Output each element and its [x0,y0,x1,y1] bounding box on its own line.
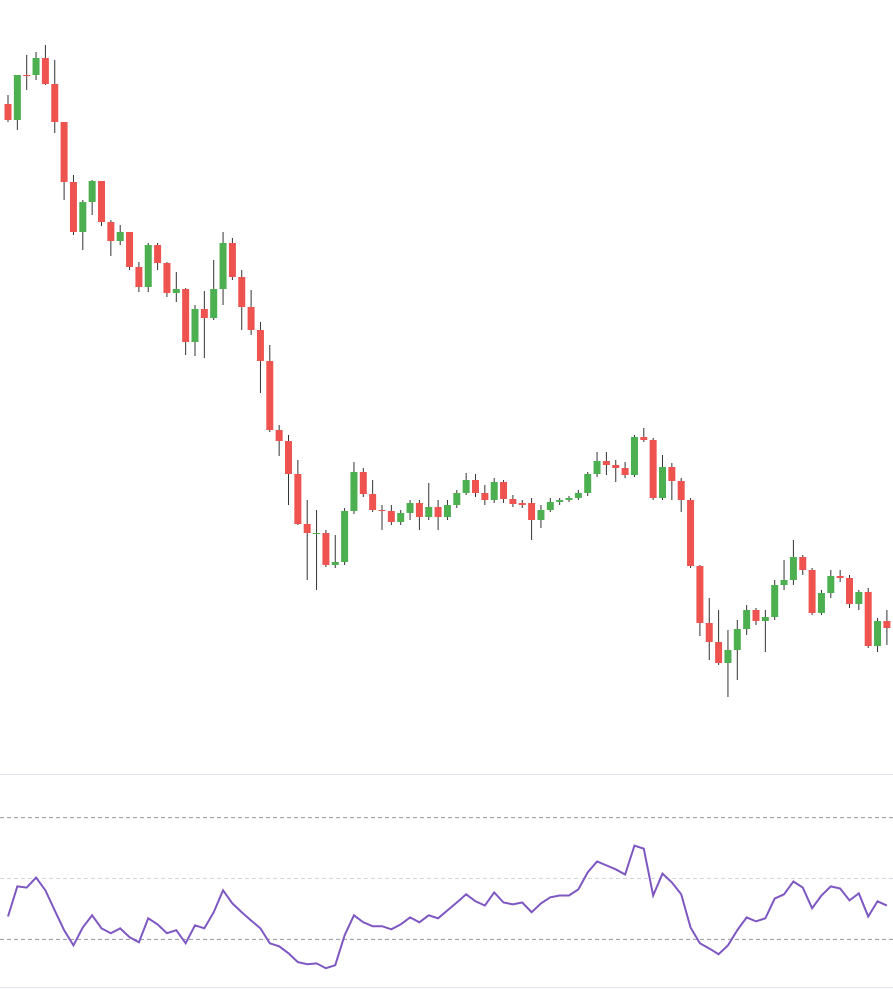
candle-body [191,309,199,342]
candle-body [481,493,489,500]
candle-body [874,621,882,646]
candle-body [172,289,180,293]
candle-body [565,498,573,500]
candle-body [846,578,853,604]
candle-body [705,623,713,642]
candle-body [135,267,143,287]
candle-body [855,592,863,604]
candle-body [696,566,704,623]
rsi-line [7,844,888,970]
candle-body [359,472,367,494]
candle-body [546,502,554,510]
candle-body [518,503,526,505]
candle-body [743,610,751,629]
candle-body [219,243,227,289]
candle-body [537,510,545,520]
candle-body [369,494,377,510]
candle-body [789,557,797,580]
candle-body [154,245,162,263]
candle-body [378,510,386,511]
candle-body [228,243,236,277]
candle-body [528,503,536,520]
candle-body [836,576,844,578]
candle-body [79,202,87,232]
candle-body [13,75,21,120]
candle-body [453,493,461,505]
candle-body [200,309,208,318]
candle-body [715,642,723,663]
candle-body [163,263,171,293]
candle-body [827,576,835,593]
candle-body [303,524,311,533]
candle-body [602,461,610,465]
candle-body [23,75,31,76]
candle-body [256,330,264,361]
candle-body [733,629,741,650]
candle-body [771,585,779,617]
candle-body [864,592,872,646]
candle-body [425,507,433,517]
candle-body [275,430,283,441]
candle-body [687,500,695,566]
candle-body [443,505,451,517]
candle-body [649,440,657,498]
candle-body [490,482,498,500]
candle-body [4,104,12,120]
candle-body [210,289,218,318]
candle-body [668,467,676,481]
candle-body [238,277,246,307]
candle-body [294,474,302,524]
candle-body [322,533,330,565]
candle-body [817,593,825,613]
candle-body [88,181,96,202]
candle-body [406,503,414,513]
candle-body [116,232,124,241]
candle-body [266,361,274,430]
candle-body [397,513,405,522]
candle-body [584,474,592,493]
candle-body [808,570,816,613]
candle-body [630,437,638,475]
candle-body [387,511,395,522]
candle-body [472,480,479,493]
candle-body [752,610,760,621]
candle-body [32,58,40,75]
candle-body [556,500,564,502]
candle-body [883,621,891,628]
candle-body [724,650,732,663]
candle-body [126,232,134,267]
candle-body [350,472,358,511]
candle-body [247,307,255,330]
candle-body [51,84,59,122]
candle-body [144,245,152,287]
candle-body [761,617,769,621]
candle-body [509,499,517,504]
candle-body [780,580,788,585]
candle-body [60,122,68,182]
candle-body [574,493,582,498]
candle-body [593,461,601,474]
candle-body [640,437,648,440]
candle-body [331,562,339,565]
candle-body [799,557,807,570]
candle-body [41,58,49,84]
candle-body [621,468,629,475]
candle-body [659,467,666,498]
candle-body [285,441,292,474]
candle-body [313,533,321,534]
candle-body [182,289,190,342]
candle-body [98,181,105,222]
candle-body [612,465,620,468]
candle-body [462,480,470,493]
candle-body [500,482,508,499]
candle-body [434,507,442,517]
candle-body [69,182,77,232]
candle-body [415,503,423,517]
candle-body [107,222,115,241]
candle-body [677,481,685,500]
candle-body [341,511,349,562]
